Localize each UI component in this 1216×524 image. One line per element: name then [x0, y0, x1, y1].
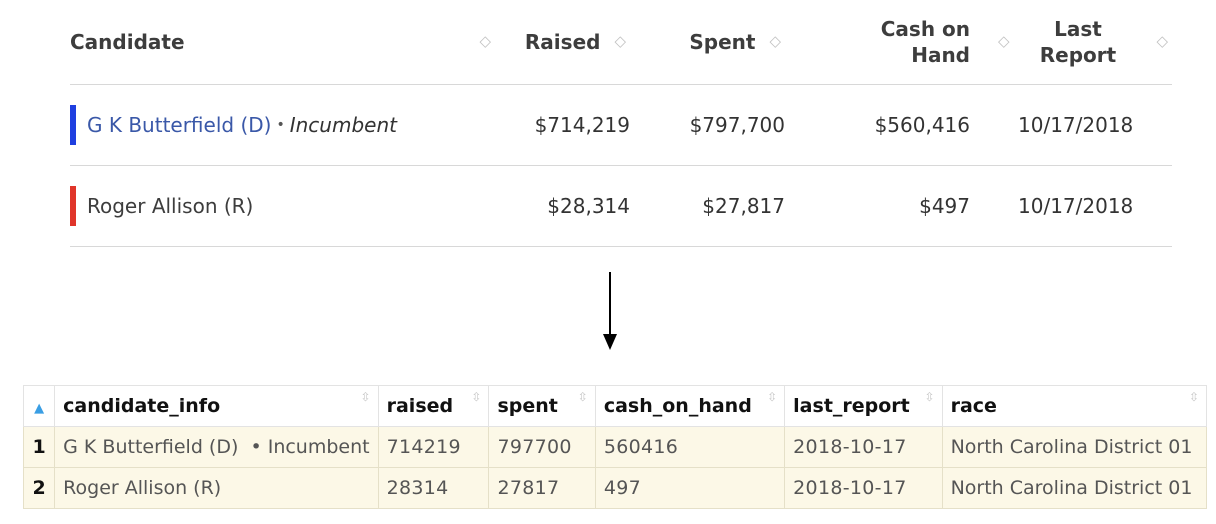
last-report-value: 10/17/2018 — [970, 84, 1172, 166]
column-header-cash-on-hand[interactable]: Cash on Hand — [785, 0, 970, 85]
party-color-bar — [70, 186, 76, 226]
row-index: 1 — [22, 426, 56, 468]
data-frame-header-row: ▲ candidate_info ⇳ raised ⇳ spent ⇳ cash_on… — [22, 385, 1208, 427]
column-header-last-report[interactable]: ◇ Last Report ◇ — [970, 0, 1172, 85]
sort-ascending-icon[interactable]: ▲ — [34, 401, 45, 416]
spent-value: $797,700 — [630, 84, 785, 166]
df-cell-last-report: 2018-10-17 — [784, 426, 943, 468]
df-cell-last-report: 2018-10-17 — [784, 467, 943, 509]
candidate-cell: Roger Allison (R) — [70, 165, 495, 247]
df-column-header[interactable]: raised ⇳ — [377, 385, 490, 427]
df-column-header[interactable]: race ⇳ — [941, 385, 1208, 427]
column-header-raised[interactable]: Raised ◇ — [495, 0, 630, 85]
df-cell-spent: 27817 — [488, 467, 596, 509]
df-cell-candidate-info: G K Butterfield (D) • Incumbent — [54, 426, 379, 468]
candidate-cell: G K Butterfield (D) • Incumbent — [70, 84, 495, 166]
last-report-text: 10/17/2018 — [1018, 194, 1134, 218]
sort-updown-icon[interactable]: ◇ — [1156, 32, 1168, 51]
raised-value: $28,314 — [495, 165, 630, 247]
column-header-label: Candidate — [70, 30, 185, 54]
df-column-label: cash_on_hand — [603, 395, 752, 417]
sort-updown-icon[interactable]: ⇳ — [767, 390, 778, 404]
cash-on-hand-value: $497 — [785, 165, 970, 247]
data-frame-row: 2 Roger Allison (R) 28314 27817 497 2018… — [22, 467, 1208, 509]
df-cell-cash-on-hand: 497 — [594, 467, 786, 509]
incumbent-tag: Incumbent — [289, 113, 397, 137]
df-column-label: race — [950, 395, 997, 417]
sort-updown-icon[interactable]: ◇ — [614, 32, 626, 51]
sort-updown-icon[interactable]: ◇ — [479, 32, 491, 51]
column-header-spent[interactable]: Spent ◇ — [630, 0, 785, 85]
df-cell-raised: 28314 — [377, 467, 490, 509]
party-color-bar — [70, 105, 76, 145]
table-row: G K Butterfield (D) • Incumbent $714,219… — [70, 84, 1172, 166]
campaign-finance-table: Candidate ◇ Raised ◇ Spent ◇ — [70, 0, 1172, 247]
sort-updown-icon[interactable]: ◇ — [769, 32, 781, 51]
row-index: 2 — [22, 467, 56, 509]
column-header-label-line: Cash on — [880, 17, 970, 41]
df-cell-race: North Carolina District 01 — [941, 426, 1208, 468]
df-column-header[interactable]: cash_on_hand ⇳ — [594, 385, 786, 427]
sort-updown-icon[interactable]: ⇳ — [471, 390, 482, 404]
candidate-name: Roger Allison (R) — [87, 194, 254, 218]
df-cell-raised: 714219 — [377, 426, 490, 468]
df-cell-candidate-info: Roger Allison (R) — [54, 467, 379, 509]
last-report-text: 10/17/2018 — [1018, 113, 1134, 137]
sort-updown-icon[interactable]: ⇳ — [924, 390, 935, 404]
df-column-header[interactable]: spent ⇳ — [488, 385, 596, 427]
table-row: Roger Allison (R) $28,314 $27,817 $497 1… — [70, 165, 1172, 247]
column-header-label: Last Report — [1039, 17, 1117, 67]
cash-on-hand-value: $560,416 — [785, 84, 970, 166]
table-header-row: Candidate ◇ Raised ◇ Spent ◇ — [70, 0, 1172, 85]
data-frame-row: 1 G K Butterfield (D) • Incumbent 714219… — [22, 426, 1208, 468]
column-header-candidate[interactable]: Candidate ◇ — [70, 0, 495, 85]
row-index-header[interactable]: ▲ — [22, 385, 56, 427]
spent-value: $27,817 — [630, 165, 785, 247]
sort-updown-icon[interactable]: ⇳ — [360, 390, 371, 404]
df-column-label: candidate_info — [63, 395, 221, 417]
arrow-down-icon — [600, 272, 620, 352]
candidate-name-link[interactable]: G K Butterfield (D) — [87, 113, 272, 137]
df-cell-race: North Carolina District 01 — [941, 467, 1208, 509]
df-column-label: last_report — [793, 395, 910, 417]
sort-updown-icon[interactable]: ◇ — [998, 32, 1010, 51]
column-header-label: Cash on Hand — [881, 16, 970, 68]
column-header-label: Spent — [689, 30, 756, 54]
bullet-separator: • — [276, 117, 285, 133]
df-cell-spent: 797700 — [488, 426, 596, 468]
column-header-label-line: Hand — [911, 43, 970, 67]
df-column-header[interactable]: candidate_info ⇳ — [54, 385, 379, 427]
data-frame-viewer: ▲ candidate_info ⇳ raised ⇳ spent ⇳ cash_on… — [22, 385, 1208, 509]
df-cell-cash-on-hand: 560416 — [594, 426, 786, 468]
df-column-header[interactable]: last_report ⇳ — [784, 385, 943, 427]
df-column-label: raised — [386, 395, 454, 417]
column-header-label: Raised — [524, 30, 601, 54]
last-report-value: 10/17/2018 — [970, 165, 1172, 247]
df-column-label: spent — [497, 395, 558, 417]
sort-updown-icon[interactable]: ⇳ — [1188, 390, 1199, 404]
sort-updown-icon[interactable]: ⇳ — [577, 390, 588, 404]
raised-value: $714,219 — [495, 84, 630, 166]
